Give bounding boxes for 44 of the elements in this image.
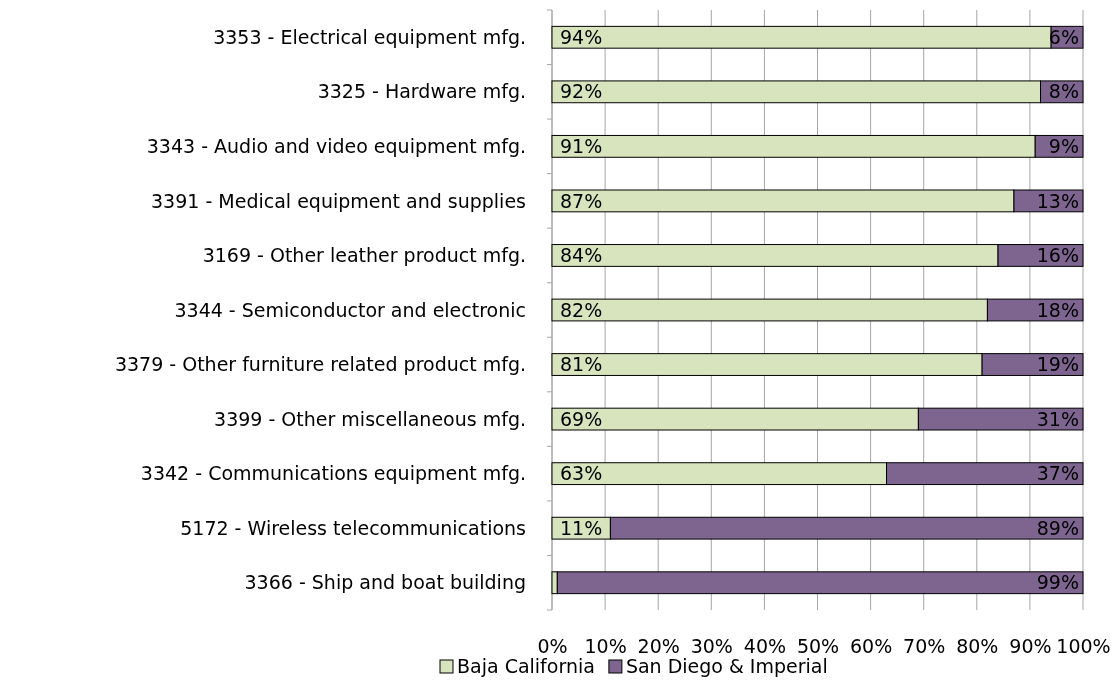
y-tick-label: 3353 - Electrical equipment mfg. [213,25,526,48]
x-tick-label: 90% [1009,635,1052,658]
legend-label: Baja California [457,655,595,677]
x-tick-label: 70% [903,635,946,658]
data-label: 31% [1036,407,1079,430]
data-label: 92% [560,80,603,103]
data-label: 37% [1036,462,1079,485]
x-tick-label: 100% [1056,635,1111,658]
y-tick-label: 3379 - Other furniture related product mfg. [114,353,526,376]
data-label: 89% [1036,516,1079,539]
data-label: 82% [560,298,603,321]
y-tick-label: 3399 - Other miscellaneous mfg. [214,407,526,430]
x-tick-label: 0% [537,635,568,658]
data-label: 94% [560,25,603,48]
y-tick-label: 3325 - Hardware mfg. [317,80,526,103]
data-label: 84% [560,244,603,267]
y-tick-label: 3344 - Semiconductor and electronic [174,298,526,321]
data-label: 13% [1036,189,1079,212]
x-tick-label: 80% [956,635,999,658]
legend-label: San Diego & Imperial [625,655,828,677]
y-tick-label: 3366 - Ship and boat building [244,571,526,594]
y-tick-label: 3342 - Communications equipment mfg. [140,462,526,485]
data-label: 87% [560,189,603,212]
data-label: 11% [560,516,603,539]
x-tick-label: 30% [690,635,733,658]
x-tick-label: 10% [584,635,627,658]
data-label: 9% [1048,135,1079,158]
x-tick-label: 20% [637,635,680,658]
y-tick-label: 3391 - Medical equipment and supplies [151,189,526,212]
data-label: 8% [1048,80,1079,103]
y-tick-label: 5172 - Wireless telecommunications [180,516,526,539]
data-label: 91% [560,135,603,158]
data-label: 63% [560,462,603,485]
data-label: 18% [1036,298,1079,321]
data-label: 99% [1036,571,1079,594]
data-label: 16% [1036,244,1079,267]
data-label: 81% [560,353,603,376]
x-tick-label: 40% [743,635,787,658]
data-label: 69% [560,407,603,430]
x-tick-label: 50% [796,635,840,658]
data-label: 19% [1036,353,1079,376]
x-tick-label: 60% [849,635,893,658]
y-tick-label: 3343 - Audio and video equipment mfg. [146,135,526,158]
y-tick-label: 3169 - Other leather product mfg. [202,244,526,267]
